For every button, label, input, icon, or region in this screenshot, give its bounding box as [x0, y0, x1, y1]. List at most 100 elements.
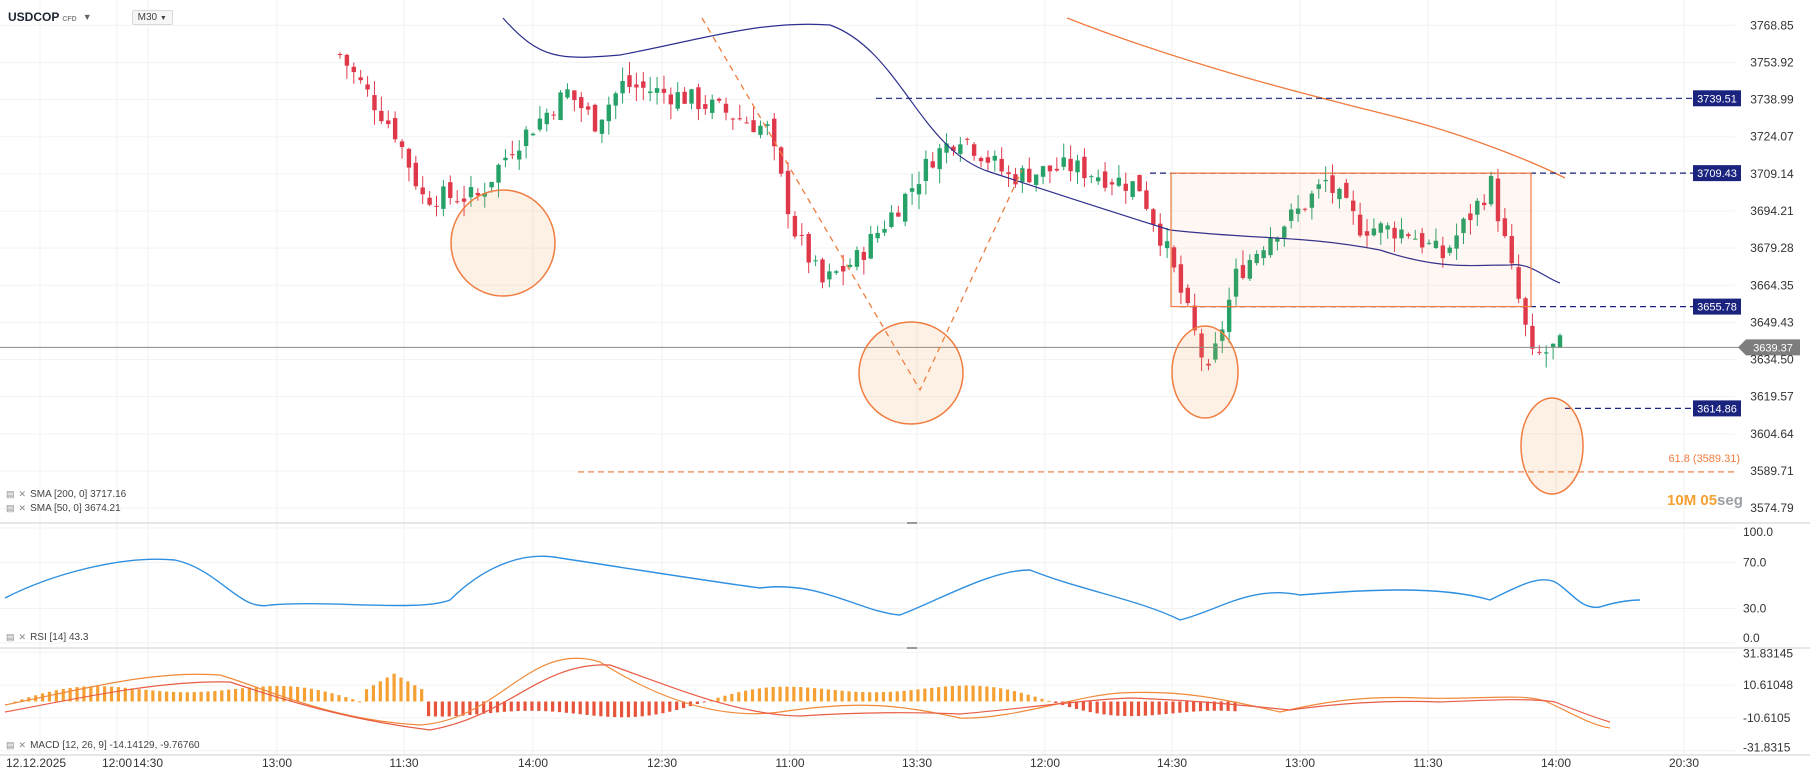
macd-histogram-bar: [378, 681, 382, 702]
candle-down: [1123, 183, 1128, 191]
macd-histogram-bar: [1012, 691, 1017, 702]
timeframe-select[interactable]: M30 ▼: [131, 9, 173, 25]
candle-up: [1254, 253, 1259, 264]
macd-legend[interactable]: ▤ ✕ MACD [12, 26, 9] -14.14129, -9.76760: [6, 740, 200, 751]
candle-up: [868, 233, 873, 259]
sma50-legend[interactable]: ▤ ✕ SMA [50, 0] 3674.21: [6, 503, 121, 514]
candle-down: [392, 118, 398, 140]
candle-down: [965, 138, 970, 140]
candle-down: [682, 91, 687, 104]
symbol-label[interactable]: USDCOP CFD: [8, 10, 77, 24]
macd-histogram-bar: [744, 690, 748, 702]
chevron-down-icon[interactable]: ▼: [82, 12, 92, 22]
close-icon[interactable]: ✕: [18, 632, 27, 642]
macd-histogram-bar: [20, 699, 24, 702]
macd-histogram-bar: [1102, 701, 1106, 715]
candle-up: [1220, 329, 1225, 341]
macd-histogram-bar: [454, 701, 458, 717]
candle-up: [599, 119, 605, 134]
macd-histogram-bar: [806, 687, 810, 702]
timer-minutes-unit: M: [1683, 492, 1697, 509]
candle-down: [572, 90, 577, 101]
macd-histogram-bar: [468, 701, 472, 716]
macd-signal-line: [4, 664, 1611, 731]
candle-down: [723, 103, 729, 113]
rsi-legend[interactable]: ▤ ✕ RSI [14] 43.3: [6, 632, 88, 643]
macd-histogram-bar: [750, 689, 755, 702]
settings-icon[interactable]: ▤: [6, 503, 15, 513]
candle-up: [937, 148, 942, 170]
settings-icon[interactable]: ▤: [6, 632, 15, 642]
candle-down: [1171, 247, 1177, 268]
macd-histogram-bar: [295, 686, 300, 702]
macd-histogram-bar: [54, 690, 58, 702]
time-tick-label: 12:30: [647, 756, 677, 770]
macd-histogram-bar: [227, 689, 231, 702]
price-tick-label: 3634.50: [1750, 353, 1794, 367]
price-tick-label: 3679.28: [1750, 241, 1794, 255]
macd-histogram-bar: [812, 688, 817, 702]
macd-histogram-bar: [420, 689, 424, 702]
candle-up: [530, 133, 536, 136]
candle-down: [399, 141, 405, 148]
candle-up: [1233, 268, 1239, 297]
timer-seconds: 05: [1700, 492, 1718, 509]
macd-histogram-bar: [619, 701, 624, 718]
candle-up: [1075, 160, 1080, 173]
macd-histogram-bar: [640, 701, 644, 717]
candle-up: [854, 250, 860, 267]
macd-histogram-bar: [192, 692, 196, 702]
macd-histogram-bar: [1150, 701, 1154, 716]
candle-down: [1502, 218, 1508, 237]
macd-histogram-bar: [950, 686, 955, 702]
macd-histogram-bar: [399, 677, 403, 702]
macd-histogram-bar: [592, 701, 596, 716]
macd-histogram-bar: [488, 701, 493, 714]
macd-histogram-bar: [482, 701, 486, 714]
candle-up: [834, 271, 839, 273]
candle-down: [372, 95, 377, 111]
macd-histogram-bar: [109, 686, 114, 702]
price-tick-label: 3619.57: [1750, 390, 1794, 404]
candle-down: [820, 259, 825, 283]
settings-icon[interactable]: ▤: [6, 740, 15, 750]
countdown-timer: 10M 05seg: [1667, 492, 1743, 509]
macd-histogram-bar: [509, 701, 513, 712]
price-tick-label: 3649.43: [1750, 315, 1794, 329]
instrument-header: USDCOP CFD ▼ M30 ▼: [8, 6, 173, 28]
macd-histogram-bar: [1095, 701, 1099, 714]
candle-up: [1116, 177, 1122, 186]
close-icon[interactable]: ✕: [18, 503, 27, 513]
price-tick-label: 3724.07: [1750, 130, 1794, 144]
candle-up: [503, 157, 508, 161]
macd-histogram-bar: [261, 686, 265, 702]
macd-histogram-bar: [275, 685, 279, 702]
macd-histogram-bar: [1081, 701, 1085, 711]
macd-histogram-bar: [344, 697, 348, 702]
candle-up: [565, 89, 570, 98]
sma50-label: SMA [50, 0] 3674.21: [30, 503, 121, 514]
macd-histogram-bar: [854, 691, 858, 702]
candle-down: [1006, 172, 1011, 175]
macd-histogram-bar: [1233, 701, 1237, 712]
chevron-down-icon: ▼: [159, 14, 167, 22]
candle-up: [558, 92, 563, 121]
candle-down: [1082, 156, 1087, 179]
candle-up: [916, 184, 922, 195]
candle-down: [420, 187, 425, 195]
sma200-legend[interactable]: ▤ ✕ SMA [200, 0] 3717.16: [6, 489, 126, 500]
candle-down: [634, 84, 639, 88]
candle-up: [765, 124, 770, 126]
candle-up: [1033, 174, 1039, 185]
macd-histogram-bar: [47, 691, 52, 702]
macd-histogram-bar: [1033, 696, 1037, 702]
macd-histogram-bar: [1171, 701, 1175, 714]
macd-histogram-bar: [847, 691, 851, 702]
close-icon[interactable]: ✕: [18, 489, 27, 499]
settings-icon[interactable]: ▤: [6, 489, 15, 499]
macd-histogram-bar: [323, 691, 327, 702]
time-tick-label: 11:00: [775, 756, 804, 770]
close-icon[interactable]: ✕: [18, 740, 27, 750]
